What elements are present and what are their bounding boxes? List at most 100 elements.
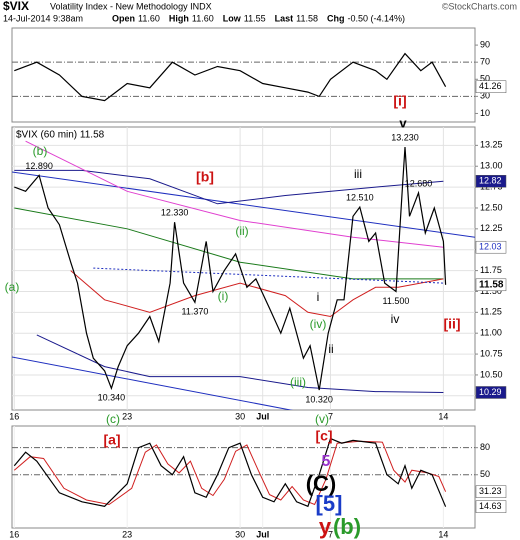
- x-tick-label: Jul: [256, 529, 269, 539]
- quote-label: Low: [223, 13, 242, 23]
- plot-area: [12, 140, 475, 410]
- peak-label: 11.500: [383, 296, 410, 306]
- wave-label: iii: [354, 167, 362, 181]
- wave-label: (b): [333, 514, 361, 539]
- quote-value: 11.58: [296, 13, 318, 23]
- x-tick-label: Jul: [256, 411, 269, 421]
- price-tag-label: 12.03: [479, 242, 502, 252]
- price-tag-label: 14.63: [479, 501, 502, 511]
- series-line: [14, 169, 444, 205]
- price-tag-label: 31.23: [479, 486, 502, 496]
- quote-label: High: [169, 13, 189, 23]
- peak-label: 11.370: [182, 307, 209, 317]
- price-tag: [475, 240, 507, 254]
- quote-label: Chg: [327, 13, 345, 23]
- price-tag: [475, 386, 507, 399]
- x-tick-label: 14: [438, 411, 448, 421]
- y-tick-label: 11.00: [480, 328, 502, 338]
- peak-label: 12.890: [25, 161, 53, 171]
- x-tick-label: 30: [235, 529, 245, 539]
- y-tick-label: 11.75: [480, 265, 502, 275]
- peak-label: 10.340: [98, 393, 126, 403]
- panel: [11, 126, 476, 411]
- y-tick-label: 10.50: [480, 369, 503, 379]
- peak-label: 12.680: [405, 178, 433, 188]
- wave-label: (i): [218, 289, 229, 303]
- price-tag: [475, 80, 507, 93]
- price-tag-label: 10.29: [479, 387, 502, 397]
- y-tick-label: 50: [480, 469, 490, 479]
- price-tag: [475, 278, 507, 292]
- x-tick-label: 16: [9, 529, 19, 539]
- wave-label: [b]: [196, 169, 214, 185]
- peak-label: 12.330: [161, 208, 189, 218]
- quote-value: 11.55: [244, 13, 266, 23]
- price-tag-label: 11.58: [479, 279, 504, 290]
- peak-label: 10.320: [305, 394, 333, 404]
- wave-label: (ii): [235, 224, 248, 238]
- wave-label: ii: [328, 342, 333, 356]
- series-line: [36, 334, 444, 393]
- wave-label: (c): [106, 412, 120, 426]
- x-tick-label: 7: [328, 411, 333, 421]
- datetime: 14-Jul-2014 9:38am: [3, 13, 83, 23]
- wave-label: (b): [33, 144, 48, 158]
- wave-label: (C): [306, 471, 337, 496]
- y-tick-label: 10: [480, 108, 490, 118]
- series-line: [14, 52, 447, 102]
- y-tick-label: 11.25: [480, 307, 502, 317]
- wave-label: (v): [315, 412, 329, 426]
- index-name: Volatility Index - New Methodology INDX: [50, 1, 212, 11]
- price-tag-label: 12.82: [479, 176, 502, 186]
- x-tick-label: 16: [9, 411, 19, 421]
- series-line: [93, 267, 444, 284]
- plot-area: [14, 52, 447, 102]
- wave-label: (iii): [290, 375, 306, 389]
- symbol: $VIX: [3, 0, 29, 13]
- quote-value: -0.50 (-4.14%): [347, 13, 405, 23]
- price-tag-label: 41.26: [479, 81, 502, 91]
- wave-label: (a): [5, 280, 20, 294]
- panel-legend: $VIX (60 min) 11.58: [16, 130, 105, 141]
- quote-value: 11.60: [192, 13, 214, 23]
- price-tag: [475, 485, 507, 498]
- wave-label: [i]: [393, 93, 406, 109]
- y-tick-label: 12.25: [480, 223, 503, 233]
- quote-label: Last: [275, 13, 294, 23]
- wave-label: [a]: [103, 432, 120, 448]
- panel: [11, 425, 476, 529]
- price-tag: [475, 175, 507, 188]
- y-tick-label: 80: [480, 442, 490, 452]
- y-tick-label: 13.25: [480, 140, 503, 150]
- peak-label: 12.510: [346, 193, 374, 203]
- quote-label: Open: [112, 13, 135, 23]
- wave-label: iv: [391, 312, 400, 326]
- source: ©StockCharts.com: [442, 1, 517, 11]
- wave-label: i: [317, 290, 320, 304]
- plot-area: [13, 437, 447, 508]
- wave-label: v: [399, 115, 407, 130]
- panel: [11, 27, 476, 123]
- series-line: [14, 207, 444, 280]
- x-tick-label: 14: [438, 529, 448, 539]
- wave-label: [5]: [316, 491, 343, 516]
- y-tick-label: 12.50: [480, 202, 503, 212]
- x-tick-label: 7: [328, 529, 333, 539]
- x-tick-label: 23: [122, 411, 132, 421]
- series-line: [14, 146, 447, 391]
- wave-label: 5: [322, 453, 331, 470]
- x-tick-label: 30: [235, 411, 245, 421]
- y-tick-label: 30: [480, 91, 490, 101]
- series-line: [25, 140, 444, 248]
- wave-label: [c]: [315, 428, 332, 444]
- y-tick-label: 50: [480, 74, 490, 84]
- y-tick-label: 90: [480, 39, 490, 49]
- y-tick-label: 70: [480, 57, 490, 67]
- series-line: [13, 437, 447, 508]
- y-tick-label: 10.75: [480, 348, 503, 358]
- y-tick-label: 13.00: [480, 161, 503, 171]
- quote-value: 11.60: [138, 13, 160, 23]
- series-line: [12, 171, 475, 238]
- wave-label: (iv): [310, 317, 327, 331]
